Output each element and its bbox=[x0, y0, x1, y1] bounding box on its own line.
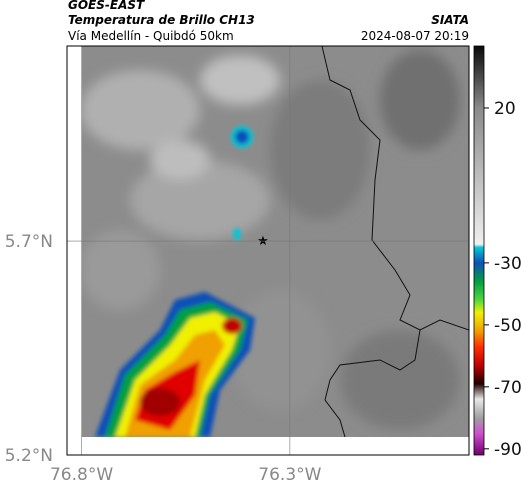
colorbar-label: -70 bbox=[494, 378, 522, 398]
lat-label: 5.7°N bbox=[5, 232, 53, 252]
colorbar bbox=[473, 45, 485, 456]
lon-label: 76.3°W bbox=[258, 465, 321, 485]
title: Temperatura de Brillo CH13 bbox=[68, 13, 255, 27]
lat-label: 5.2°N bbox=[5, 446, 53, 466]
colorbar-label: -30 bbox=[494, 254, 522, 274]
colorbar-label: 20 bbox=[494, 99, 516, 119]
source: GOES-EAST bbox=[68, 0, 145, 12]
imagery bbox=[82, 46, 469, 437]
svg-text:★: ★ bbox=[257, 234, 269, 249]
colorbar-label: -90 bbox=[494, 440, 522, 460]
agency: SIATA bbox=[431, 13, 469, 27]
lon-label: 76.8°W bbox=[50, 465, 113, 485]
timestamp: 2024-08-07 20:19 bbox=[361, 29, 469, 43]
colorbar-label: -50 bbox=[494, 316, 522, 336]
route: Vía Medellín - Quibdó 50km bbox=[68, 29, 234, 43]
